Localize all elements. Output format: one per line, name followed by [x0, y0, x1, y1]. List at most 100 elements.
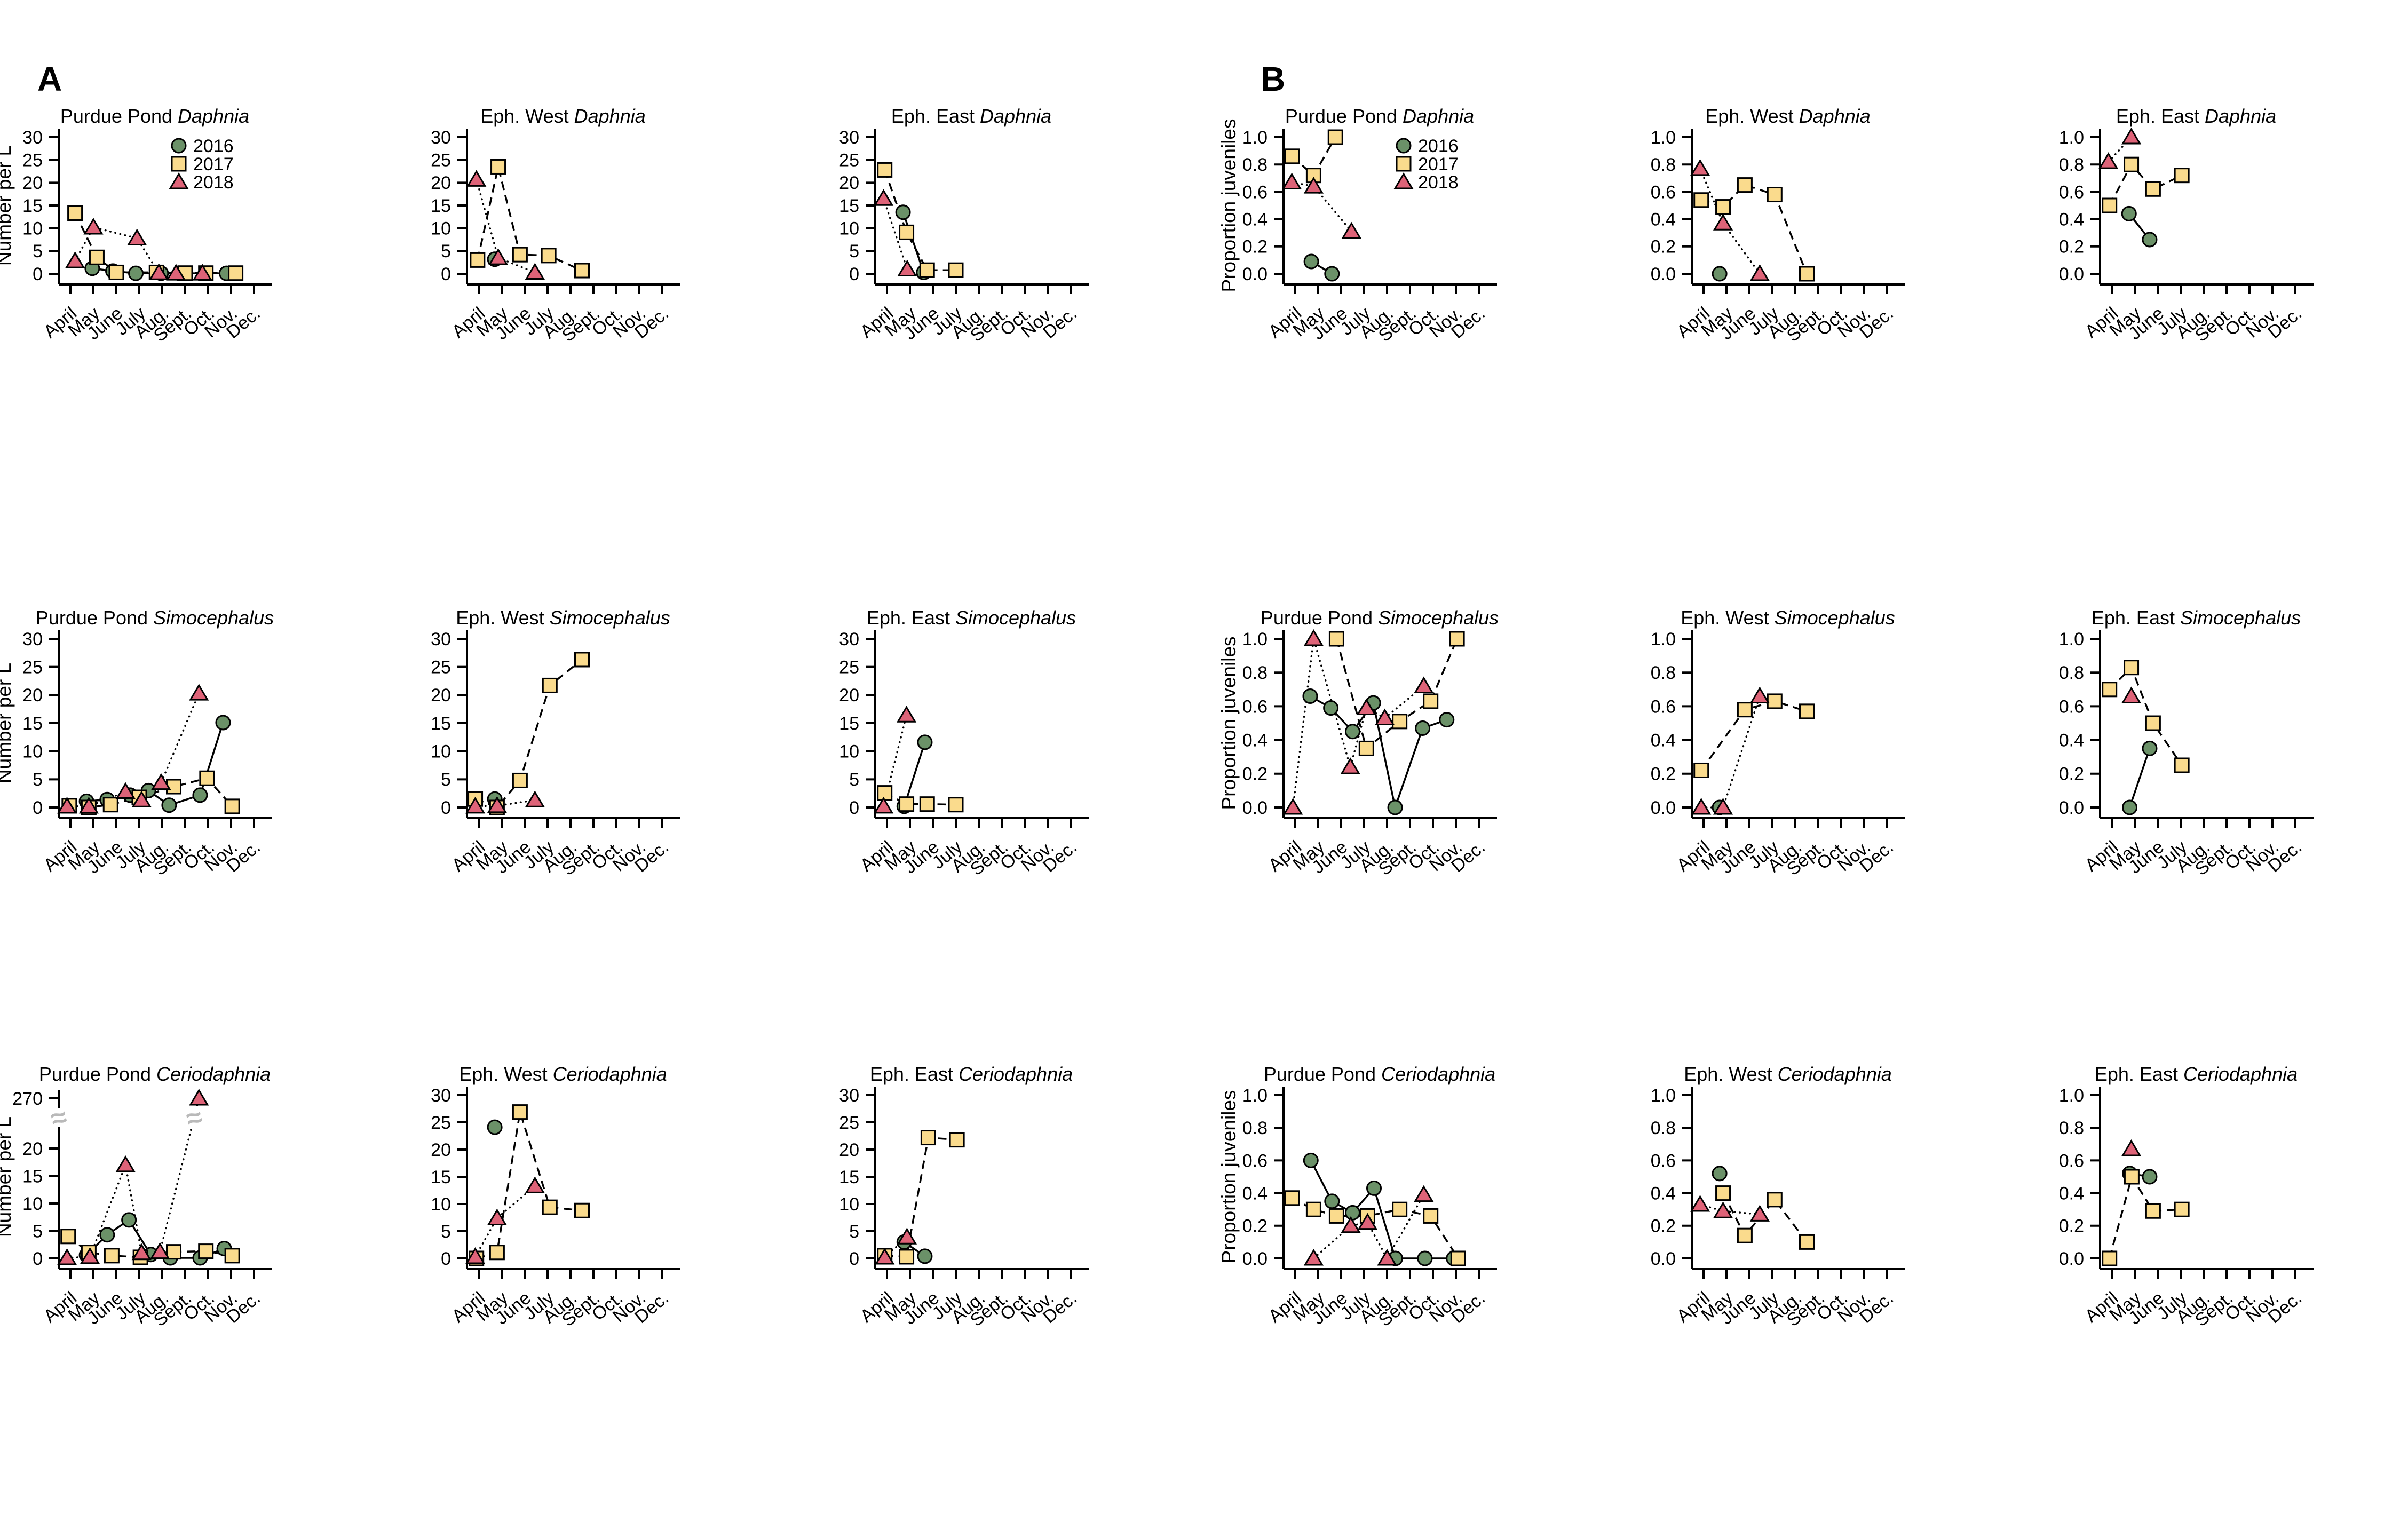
- y-tick-label: 10: [839, 219, 859, 239]
- y-tick-label: 0.4: [1651, 210, 1676, 230]
- y-tick-label: 5: [849, 1222, 859, 1242]
- subplot-title: Eph. East Daphnia: [2116, 105, 2276, 127]
- point-2016-circle: [1439, 712, 1455, 728]
- point-2016-circle: [2142, 1169, 2158, 1185]
- y-tick-label: 5: [33, 241, 43, 262]
- subplot-title: Purdue Pond Ceriodaphnia: [39, 1063, 271, 1085]
- point-2018-triangle: [115, 782, 136, 799]
- point-2018-triangle: [1690, 1195, 1710, 1212]
- point-2016-circle: [1415, 720, 1431, 736]
- y-tick-label: 10: [431, 219, 451, 239]
- line-break-mask: [180, 1106, 208, 1129]
- subplot-A-2-0: Purdue Pond Ceriodaphnia 0 5 10 15 20 270≈ Numb…: [0, 1063, 272, 1330]
- legend-label: 2017: [193, 154, 234, 175]
- point-2018-triangle: [189, 1089, 209, 1106]
- point-2018-triangle: [525, 263, 545, 280]
- y-tick-label: 10: [22, 742, 43, 762]
- y-tick-label: 0.8: [1651, 155, 1676, 175]
- series-line-2017: [474, 659, 583, 809]
- y-tick-label: 25: [431, 150, 451, 171]
- point-2018-triangle: [2121, 686, 2142, 703]
- point-2018-triangle: [127, 228, 147, 245]
- series-line-2017: [1700, 700, 1808, 771]
- point-2016-circle: [1366, 1180, 1382, 1196]
- point-2017-square: [512, 772, 528, 788]
- subplot-title: Eph. East Daphnia: [891, 105, 1051, 127]
- panel-label-a: A: [37, 60, 62, 98]
- y-tick-label: 30: [431, 1086, 451, 1106]
- point-2017-square: [224, 798, 240, 814]
- point-2018-triangle: [1303, 1249, 1324, 1266]
- y-axis-title: Proportion juveniles: [1218, 637, 1240, 810]
- point-2017-square: [877, 162, 893, 178]
- point-2017-square: [224, 1248, 240, 1264]
- point-2018-triangle: [1283, 798, 1303, 815]
- y-tick-label: 15: [839, 714, 859, 734]
- subplot-B-0-1: Eph. West Daphnia0.00.20.40.60.81.0April…: [1651, 105, 1905, 346]
- subplot-title: Eph. East Ceriodaphnia: [2095, 1063, 2298, 1085]
- point-2017-square: [542, 1199, 558, 1215]
- y-tick-label: 0.6: [1242, 1151, 1268, 1171]
- point-2016-circle: [192, 787, 208, 803]
- series-line-2018: [474, 799, 536, 807]
- point-2017-square: [1737, 1227, 1753, 1243]
- y-tick-label: 0.0: [1242, 798, 1268, 818]
- point-2018-triangle: [1303, 629, 1324, 646]
- subplot-title: Eph. West Daphnia: [1705, 105, 1871, 127]
- y-tick-label: 0.2: [2059, 237, 2084, 257]
- point-2018-triangle: [487, 1208, 508, 1226]
- point-2016-circle: [487, 1119, 503, 1135]
- series-line-2017: [884, 169, 956, 271]
- point-2016-circle: [1323, 700, 1339, 716]
- legend-label: 2018: [1418, 172, 1459, 193]
- point-2016-circle: [161, 797, 177, 813]
- y-tick-label: 25: [839, 1113, 859, 1133]
- point-2018-triangle: [466, 170, 487, 187]
- subplot-title: Eph. West Ceriodaphnia: [1684, 1063, 1892, 1085]
- series-line-2018: [1699, 168, 1761, 275]
- point-2017-square: [1284, 148, 1300, 164]
- y-axis-title: Proportion juveniles: [1218, 1090, 1240, 1264]
- point-2018-triangle: [148, 263, 169, 280]
- axis-break-icon: ≈: [47, 1102, 70, 1135]
- point-2018-triangle: [1341, 1216, 1361, 1233]
- subplot-A-1-0: Purdue Pond Simocephalus 0 5 10 15 20 25 30 Numb…: [0, 607, 274, 880]
- point-2017-square: [1799, 266, 1815, 282]
- point-2017-square: [949, 1132, 965, 1148]
- point-2018-triangle: [1713, 213, 1733, 231]
- point-2018-triangle: [525, 790, 545, 807]
- point-2016-circle: [2142, 232, 2158, 248]
- y-tick-label: 0: [849, 798, 859, 818]
- y-tick-label: 1.0: [2059, 1086, 2084, 1106]
- point-2016-circle: [215, 715, 231, 731]
- y-tick-label: 1.0: [2059, 128, 2084, 148]
- point-2017-square: [198, 1243, 214, 1259]
- y-tick-label: 15: [22, 714, 43, 734]
- subplot-B-1-0: Purdue Pond Simocephalus 0.0 0.2 0.4 0.6 0.8 1…: [1218, 607, 1499, 880]
- subplot-title: Purdue Pond Daphnia: [1285, 105, 1474, 127]
- point-2017-square: [899, 1249, 915, 1265]
- subplot-title: Eph. East Ceriodaphnia: [870, 1063, 1073, 1085]
- point-2017-square: [104, 1248, 120, 1264]
- y-tick-label: 15: [22, 1166, 43, 1186]
- point-2017-square: [919, 262, 935, 278]
- y-tick-label: 1.0: [1242, 629, 1268, 649]
- axis-break-mask: [47, 1108, 70, 1127]
- y-tick-label: 0.2: [2059, 764, 2084, 785]
- subplot-title: Purdue Pond Simocephalus: [36, 607, 274, 629]
- y-tick-label: 10: [431, 1194, 451, 1215]
- y-tick-label: 270: [12, 1089, 43, 1109]
- y-tick-label: 0.4: [1242, 731, 1268, 751]
- point-2018-triangle: [875, 1248, 895, 1265]
- point-2017-square: [1715, 199, 1731, 215]
- point-2017-square: [2102, 1250, 2118, 1266]
- point-2017-square: [1423, 1208, 1439, 1224]
- point-2016-circle: [917, 734, 933, 750]
- y-tick-label: 0.0: [2059, 264, 2084, 284]
- y-tick-label: 0: [849, 264, 859, 284]
- point-2017-square: [2174, 168, 2190, 184]
- y-tick-label: 0.4: [1651, 731, 1676, 751]
- point-2018-triangle: [1281, 172, 1302, 189]
- point-2016-circle: [1712, 266, 1728, 282]
